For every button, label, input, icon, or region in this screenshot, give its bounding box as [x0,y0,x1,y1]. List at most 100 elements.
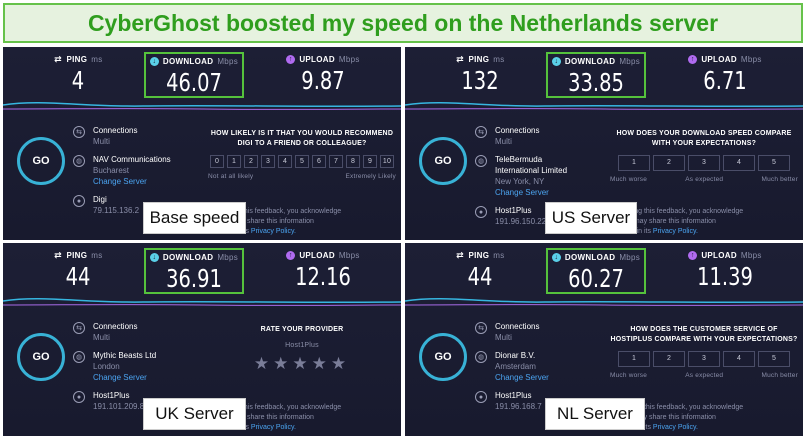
upload-label: UPLOAD [299,251,335,260]
go-button[interactable]: GO [419,137,467,185]
upload-label: UPLOAD [701,55,737,64]
host-ip: 191.101.209.8 [93,402,145,411]
upload-unit: Mbps [740,251,762,260]
download-metric: ↓ DOWNLOAD Mbps 46.07 [144,52,244,98]
host-name: Host1Plus [495,206,532,215]
connections-label: Connections [93,322,138,331]
upload-icon: ↑ [286,251,296,260]
connection-info: ⇆ Connections Multi ◍ Dionar B.V. Amsterdam C… [475,321,600,419]
rating-stars[interactable]: ★★★★★ [253,354,351,373]
scale-option-5[interactable]: 5 [758,351,790,367]
privacy-policy-link[interactable]: Privacy Policy. [250,424,296,431]
connections-type: Multi [93,333,110,342]
change-server-link[interactable]: Change Server [93,373,147,382]
feedback-line-2: that Ookla may share this information [600,218,716,225]
scale-option-2[interactable]: 2 [653,155,685,171]
scale-option-5[interactable]: 5 [758,155,790,171]
download-unit: Mbps [619,57,641,66]
scale-option-3[interactable]: 3 [688,155,720,171]
go-button[interactable]: GO [17,137,65,185]
change-server-link[interactable]: Change Server [495,373,549,382]
ping-label: PING [66,251,88,260]
download-unit: Mbps [619,253,641,262]
ping-value: 4 [71,66,85,95]
speedtest-panel-us: ⇄ PING ms 132 ↓ DOWNLOAD Mbps 33.85 ↑ UPLOAD M… [405,47,803,240]
isp-name: TeleBermuda [495,155,543,164]
user-icon: ● [475,391,487,403]
upload-value: 11.39 [697,262,753,291]
server-label: US Server [545,202,637,234]
change-server-link[interactable]: Change Server [495,188,549,197]
go-button[interactable]: GO [419,333,467,381]
scale-option-1[interactable]: 1 [227,155,241,168]
scale-option-2[interactable]: 2 [244,155,258,168]
scale-option-4[interactable]: 4 [278,155,292,168]
ping-icon: ⇄ [456,250,464,260]
isp-name: Dionar B.V. [495,351,536,360]
page-title-banner: CyberGhost boosted my speed on the Nethe… [3,3,803,43]
scale-option-9[interactable]: 9 [363,155,377,168]
survey: HOW DOES YOUR DOWNLOAD SPEED COMPARE WIT… [610,129,798,185]
upload-metric: ↑ UPLOAD Mbps 12.16 [268,251,378,295]
ping-metric: ⇄ PING ms 132 [445,54,515,99]
download-icon: ↓ [149,57,159,66]
speedtest-panel-base: ⇄ PING ms 4 ↓ DOWNLOAD Mbps 46.07 ↑ UPLOAD Mbp… [3,47,401,240]
scale-mid-label: As expected [685,176,724,183]
change-server-link[interactable]: Change Server [93,177,147,186]
scale-option-6[interactable]: 6 [312,155,326,168]
scale-option-3[interactable]: 3 [261,155,275,168]
scale-option-2[interactable]: 2 [653,351,685,367]
scale-option-10[interactable]: 10 [380,155,394,168]
ping-unit: ms [91,55,103,64]
privacy-policy-link[interactable]: Privacy Policy. [652,228,698,235]
ping-value: 44 [65,262,91,291]
privacy-policy-link[interactable]: Privacy Policy. [250,228,296,235]
survey-scale-labels: Not at all likely Extremely Likely [208,172,396,182]
upload-value: 12.16 [295,262,351,291]
ping-label: PING [66,55,88,64]
upload-icon: ↑ [688,251,698,260]
scale-option-3[interactable]: 3 [688,351,720,367]
ping-unit: ms [493,251,505,260]
download-icon: ↓ [149,253,159,262]
connections-label: Connections [93,126,138,135]
host-ip: 191.96.168.7 [495,402,542,411]
server-label: Base speed [143,202,246,234]
download-metric: ↓ DOWNLOAD Mbps 60.27 [546,248,646,294]
speed-graph [405,102,803,110]
download-label: DOWNLOAD [564,57,616,66]
privacy-policy-link[interactable]: Privacy Policy. [652,424,698,431]
user-icon: ● [73,195,85,207]
host-name: Digi [93,195,107,204]
download-label: DOWNLOAD [564,253,616,262]
download-label: DOWNLOAD [162,57,214,66]
isp-name: NAV Communications [93,155,171,164]
connections-icon: ⇆ [475,322,487,334]
scale-option-7[interactable]: 7 [329,155,343,168]
scale-option-4[interactable]: 4 [723,351,755,367]
survey-title: RATE YOUR PROVIDER [260,326,344,333]
host-ip: 191.96.150.22 [495,217,547,226]
survey: HOW LIKELY IS IT THAT YOU WOULD RECOMMEN… [208,129,396,182]
scale-option-1[interactable]: 1 [618,351,650,367]
host-ip: 79.115.136.2 [93,206,140,215]
scale-option-5[interactable]: 5 [295,155,309,168]
feedback-line-1: By submitting this feedback, you acknowl… [198,404,342,411]
isp-location: Bucharest [93,166,130,175]
scale-low-label: Much worse [610,372,648,379]
ping-value: 132 [461,66,499,95]
ping-value: 44 [467,262,493,291]
survey-scale: 0 1 2 3 4 5 6 7 8 9 10 [208,155,396,168]
scale-option-0[interactable]: 0 [210,155,224,168]
scale-option-1[interactable]: 1 [618,155,650,171]
download-unit: Mbps [217,57,239,66]
scale-option-8[interactable]: 8 [346,155,360,168]
server-label: UK Server [143,398,246,430]
survey-title: HOW DOES YOUR DOWNLOAD SPEED COMPARE WIT… [616,130,792,147]
scale-option-4[interactable]: 4 [723,155,755,171]
upload-metric: ↑ UPLOAD Mbps 9.87 [268,55,378,99]
download-label: DOWNLOAD [162,253,214,262]
connections-icon: ⇆ [73,126,85,138]
survey-scale-labels: Much worse As expected Much better [610,371,798,381]
go-button[interactable]: GO [17,333,65,381]
